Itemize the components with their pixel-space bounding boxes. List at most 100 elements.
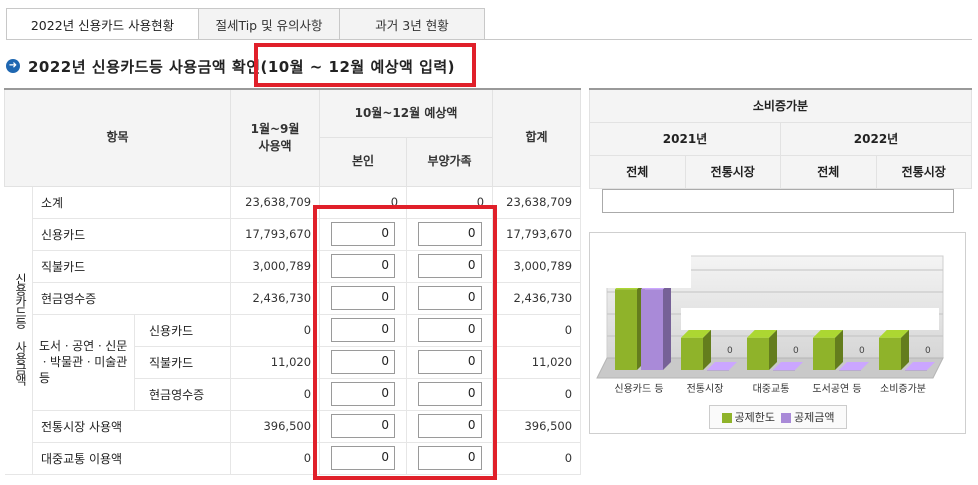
amount-bar (641, 281, 671, 370)
legend-label: 공제금액 (794, 411, 835, 424)
tab-tax-tips[interactable]: 절세Tip 및 유의사항 (198, 8, 340, 40)
jan-sep-value: 23,638,709 (230, 186, 321, 219)
dependent-input[interactable]: 0 (417, 350, 482, 374)
total-value: 0 (492, 442, 582, 475)
tab-divider (6, 39, 972, 40)
row-label: 대중교통 이용액 (32, 442, 232, 475)
row-label: 현금영수증 (134, 378, 232, 411)
spending-increase-table: 소비증가분 2021년 2022년 전체 전통시장 전체 전통시장 (589, 88, 972, 189)
header-self: 본인 (319, 136, 408, 187)
amount-bar (707, 362, 737, 371)
limit-bar (747, 329, 777, 370)
side-title: 소비증가분 (589, 88, 972, 123)
table-row: 현금영수증 2,436,730 0 0 2,436,730 (5, 282, 582, 315)
data-label: 0 (793, 346, 799, 356)
total-value: 396,500 (492, 410, 582, 443)
jan-sep-value: 396,500 (230, 410, 321, 443)
self-input[interactable]: 0 (331, 382, 396, 406)
amount-bar (773, 362, 803, 371)
legend-swatch-green (721, 413, 732, 423)
dependent-input[interactable]: 0 (417, 222, 482, 246)
x-tick-label: 신용카드 등 (614, 383, 663, 395)
legend-item: 공제금액 (781, 409, 834, 425)
amount-bar (839, 362, 869, 371)
dependent-value: 0 (406, 186, 494, 219)
row-label: 전통시장 사용액 (32, 410, 232, 443)
dependent-input[interactable]: 0 (417, 446, 482, 470)
arrow-circle-icon: ➜ (6, 59, 20, 73)
table-row: 신용카드 17,793,670 0 0 17,793,670 (5, 218, 582, 251)
jan-sep-value: 0 (230, 442, 321, 475)
header-jan-sep: 1월~9월 사용액 (230, 88, 321, 187)
limit-bar (615, 281, 645, 370)
tab-2022-usage[interactable]: 2022년 신용카드 사용현황 (6, 8, 199, 40)
data-label: 0 (727, 346, 733, 356)
x-tick-label: 전통시장 (687, 383, 724, 395)
legend-swatch-purple (781, 413, 791, 423)
self-input[interactable]: 0 (331, 414, 396, 438)
self-input[interactable]: 0 (331, 350, 396, 374)
side-year-2022: 2022년 (780, 121, 972, 156)
chart-mask (605, 254, 691, 288)
row-label: 직불카드 (32, 250, 232, 283)
row-label: 직불카드 (134, 346, 232, 379)
x-tick-label: 도서공연 등 (812, 383, 861, 395)
jan-sep-value: 2,436,730 (230, 282, 321, 315)
self-input[interactable]: 0 (331, 222, 396, 246)
group-label: 신용카드등 사용금액 (13, 272, 28, 385)
table-row: 전통시장 사용액 396,500 0 0 396,500 (5, 410, 582, 443)
x-tick-label: 대중교통 (753, 383, 790, 395)
dependent-input[interactable]: 0 (417, 254, 482, 278)
jan-sep-value: 0 (230, 378, 321, 411)
amount-bar (905, 362, 935, 371)
chart-mask (681, 308, 939, 330)
total-value: 0 (492, 314, 582, 347)
self-input[interactable]: 0 (331, 254, 396, 278)
side-col-market-2021: 전통시장 (684, 154, 781, 189)
header-oct-dec: 10월~12월 예상액 (319, 88, 494, 138)
table-row: 직불카드 11,020 0 0 11,020 (5, 346, 582, 379)
total-value: 3,000,789 (492, 250, 582, 283)
dependent-input[interactable]: 0 (417, 414, 482, 438)
table-row: 대중교통 이용액 0 0 0 0 (5, 442, 582, 475)
row-label: 신용카드 (32, 218, 232, 251)
dependent-input[interactable]: 0 (417, 318, 482, 342)
limit-bar (681, 329, 711, 370)
row-label: 소계 (32, 186, 232, 219)
table-row: 도서ㆍ공연ㆍ신문ㆍ박물관ㆍ미술관 등 신용카드 0 0 0 0 (5, 314, 582, 411)
group-label-cell: 신용카드등 사용금액 (4, 186, 33, 475)
table-row: 현금영수증 0 0 0 0 (5, 378, 582, 411)
dependent-input[interactable]: 0 (417, 382, 482, 406)
total-value: 23,638,709 (492, 186, 582, 219)
self-value: 0 (319, 186, 408, 219)
side-col-all-2022: 전체 (780, 154, 877, 189)
data-label: 0 (925, 346, 931, 356)
side-col-market-2022: 전통시장 (875, 154, 972, 189)
side-col-all-2021: 전체 (589, 154, 686, 189)
tab-past-3-years[interactable]: 과거 3년 현황 (339, 8, 485, 40)
deduction-chart: 0 0 0 0 신용카드 등 전통시장 대중교통 도서공연 등 소비증가분 (596, 254, 944, 395)
row-label: 현금영수증 (32, 282, 232, 315)
limit-bar (879, 329, 909, 370)
limit-bar (813, 329, 843, 370)
total-value: 0 (492, 378, 582, 411)
jan-sep-value: 3,000,789 (230, 250, 321, 283)
self-input[interactable]: 0 (331, 446, 396, 470)
header-total: 합계 (492, 88, 582, 187)
chart-legend: 공제한도 공제금액 (709, 405, 847, 429)
legend-item: 공제한도 (721, 409, 775, 425)
section-title: 2022년 신용카드등 사용금액 확인(10월 ~ 12월 예상액 입력) (28, 58, 456, 76)
header-item: 항목 (3, 88, 232, 187)
side-value-field (602, 189, 954, 213)
jan-sep-value: 0 (230, 314, 321, 347)
self-input[interactable]: 0 (331, 318, 396, 342)
total-value: 17,793,670 (492, 218, 582, 251)
total-value: 2,436,730 (492, 282, 582, 315)
row-label: 신용카드 (134, 314, 232, 347)
x-tick-label: 소비증가분 (880, 383, 926, 395)
jan-sep-value: 17,793,670 (230, 218, 321, 251)
jan-sep-value: 11,020 (230, 346, 321, 379)
self-input[interactable]: 0 (331, 286, 396, 310)
sub-group-label: 도서ㆍ공연ㆍ신문ㆍ박물관ㆍ미술관 등 (32, 314, 135, 411)
dependent-input[interactable]: 0 (417, 286, 482, 310)
